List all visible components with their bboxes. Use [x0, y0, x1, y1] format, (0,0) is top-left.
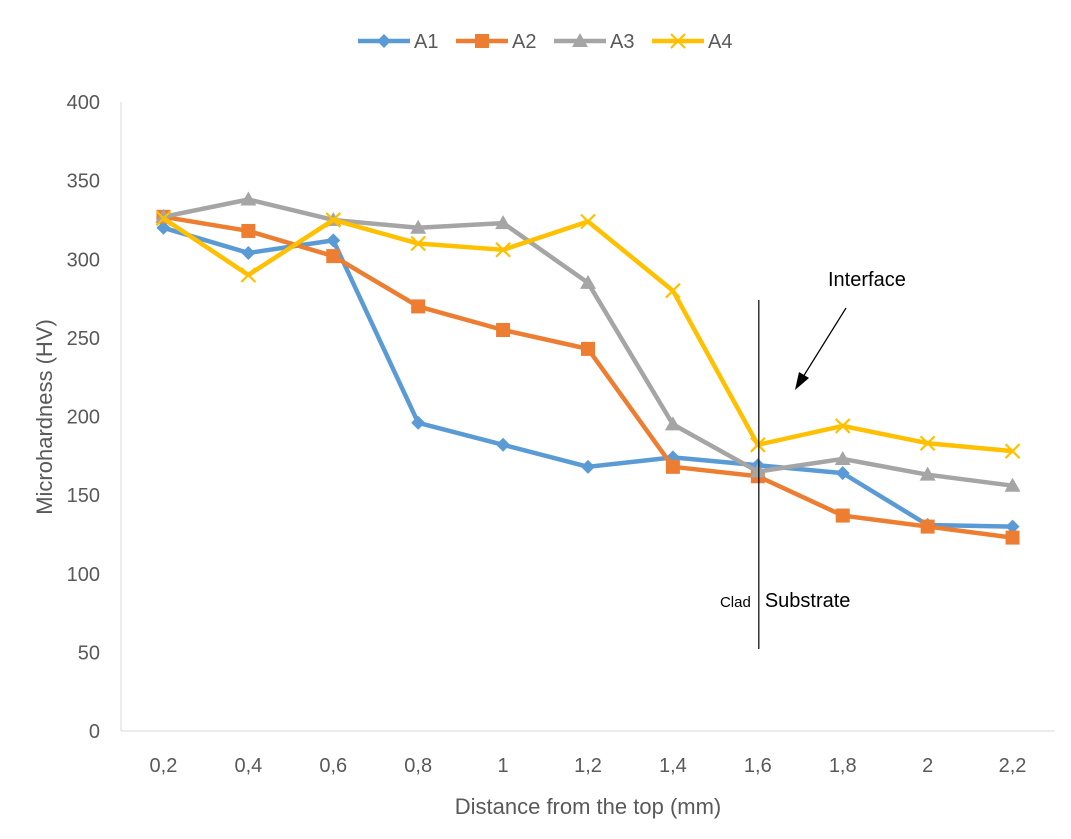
x-tick-label: 1,4	[659, 755, 687, 777]
data-point	[581, 341, 595, 356]
y-tick-label: 350	[67, 171, 100, 193]
data-point	[1004, 443, 1021, 459]
data-point	[1005, 519, 1020, 534]
x-tick-label: 1,2	[574, 755, 602, 777]
y-tick-label: 0	[89, 721, 100, 743]
legend: A1 A2 A3 A4	[358, 31, 732, 53]
interface-arrow-head	[795, 372, 809, 390]
series-line	[162, 216, 1013, 454]
legend-marker	[475, 34, 489, 48]
data-point	[241, 223, 256, 238]
clad-label: Clad	[720, 594, 751, 611]
y-tick-label: 300	[67, 249, 100, 271]
substrate-label: Substrate	[765, 590, 851, 612]
x-tick-label: 2,2	[999, 755, 1027, 777]
y-tick-label: 100	[67, 564, 100, 586]
x-tick-label: 0,4	[234, 755, 262, 777]
x-axis-title: Distance from the top (mm)	[455, 794, 722, 819]
data-point	[835, 466, 850, 481]
x-tick-label: 0,2	[150, 755, 178, 777]
y-tick-label: 150	[67, 485, 100, 507]
data-point	[749, 463, 766, 478]
data-point	[920, 519, 935, 534]
x-tick-label: 0,8	[404, 755, 432, 777]
data-point	[834, 450, 851, 465]
data-point	[834, 418, 851, 434]
legend-label: A1	[414, 31, 438, 53]
data-point	[155, 210, 172, 227]
data-point	[495, 215, 512, 230]
data-point	[919, 466, 936, 481]
y-axis-title: Microhardness (HV)	[32, 319, 57, 515]
data-point	[1005, 530, 1020, 545]
data-point	[581, 459, 595, 474]
series-a1	[156, 220, 1020, 534]
data-point	[664, 416, 681, 431]
data-point	[1004, 477, 1021, 492]
series-layer	[155, 191, 1021, 545]
legend-item-a3: A3	[554, 31, 634, 53]
y-tick-label: 400	[67, 92, 100, 114]
data-point	[326, 233, 341, 248]
y-tick-label: 200	[67, 407, 100, 429]
series-a2	[156, 209, 1020, 545]
x-tick-label: 2	[922, 755, 933, 777]
data-point	[750, 437, 766, 453]
data-point	[240, 191, 257, 206]
legend-marker	[572, 33, 588, 47]
data-point	[835, 508, 850, 523]
data-point	[496, 437, 511, 452]
data-point	[580, 274, 596, 289]
data-point	[326, 249, 341, 264]
x-tick-label: 1,8	[829, 755, 857, 777]
legend-marker	[670, 33, 686, 49]
x-tick-label: 1,6	[744, 755, 772, 777]
data-point	[495, 242, 511, 258]
data-point	[665, 282, 681, 299]
legend-item-a4: A4	[652, 31, 732, 53]
legend-label: A2	[512, 31, 536, 53]
legend-item-a2: A2	[456, 31, 536, 53]
x-tick-label: 0,6	[319, 755, 347, 777]
data-point	[665, 459, 680, 474]
series-a3	[155, 191, 1021, 492]
data-point	[580, 213, 596, 230]
legend-marker	[377, 34, 391, 48]
data-point	[325, 212, 342, 228]
data-point	[240, 267, 257, 283]
y-tick-label: 50	[78, 642, 100, 664]
x-tick-label: 1	[498, 755, 509, 777]
legend-item-a1: A1	[358, 31, 438, 53]
series-line	[163, 214, 1013, 540]
data-point	[411, 299, 426, 314]
data-point	[156, 220, 171, 235]
legend-label: A4	[708, 31, 732, 53]
y-tick-label: 250	[67, 328, 100, 350]
data-point	[410, 235, 426, 252]
axes: 0 50 100 150 200 250 300 350 400 0,2 0,4 0,6 0,8 1 1,2…	[67, 92, 1055, 777]
interface-arrow-shaft	[802, 307, 847, 378]
data-point	[410, 219, 427, 234]
annotation-layer: Interface Clad Substrate	[720, 269, 906, 649]
legend-label: A3	[610, 31, 634, 53]
data-point	[919, 435, 936, 452]
data-point	[496, 323, 511, 338]
interface-label: Interface	[828, 269, 906, 291]
data-point	[241, 245, 256, 260]
data-point	[411, 415, 426, 430]
series-a4	[155, 210, 1021, 459]
